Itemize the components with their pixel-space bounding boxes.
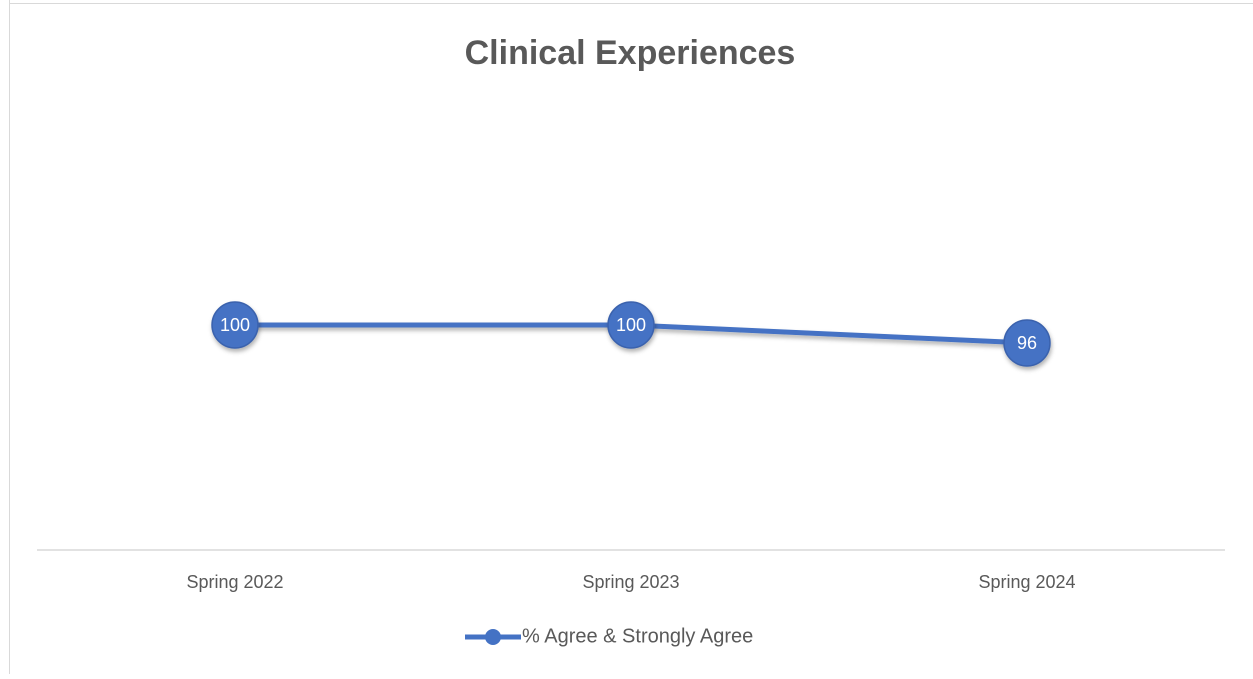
- x-tick-label: Spring 2022: [186, 572, 283, 592]
- data-label: 100: [616, 315, 646, 335]
- data-label: 100: [220, 315, 250, 335]
- data-label: 96: [1017, 333, 1037, 353]
- data-point: [211, 301, 259, 349]
- chart-title: Clinical Experiences: [465, 34, 796, 72]
- legend-marker: [485, 629, 501, 645]
- x-tick-label: Spring 2024: [978, 572, 1075, 592]
- data-point: [1003, 319, 1051, 367]
- data-point: [607, 301, 655, 349]
- x-tick-label: Spring 2023: [582, 572, 679, 592]
- legend-label: % Agree & Strongly Agree: [522, 625, 753, 647]
